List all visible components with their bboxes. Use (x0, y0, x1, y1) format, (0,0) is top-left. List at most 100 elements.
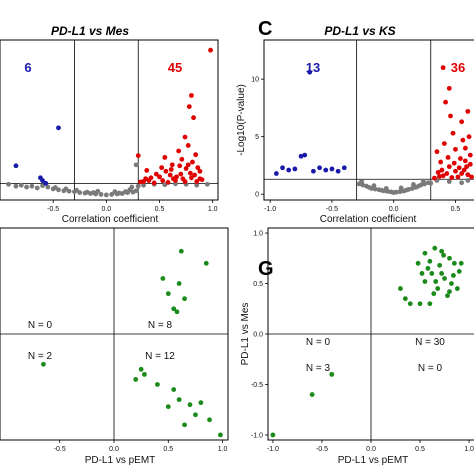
y-tick-label: -0.5 (251, 382, 263, 389)
point (419, 271, 425, 276)
quadrant-label-bottom-right-mes-corr: N = 0 (418, 363, 443, 374)
point-up (466, 134, 472, 140)
point (398, 286, 403, 291)
y-tick-label: 10 (251, 77, 259, 84)
quadrant-label-bottom-left-mes-corr: N = 3 (306, 363, 331, 374)
points-ks (273, 65, 474, 195)
point-up (441, 141, 447, 146)
point (402, 296, 408, 302)
x-tick-label: 0.5 (415, 446, 425, 453)
point-up (439, 167, 445, 173)
x-tick-label: 1.0 (464, 446, 474, 453)
point-down (307, 69, 313, 75)
point-up (450, 130, 456, 136)
point-up (467, 152, 473, 158)
point-up (169, 162, 175, 168)
quadrant-label-top-right-pemt: N = 8 (148, 320, 173, 331)
x-ticks-ks: -1.0 -0.5 0.0 0.5 (264, 200, 460, 213)
x-tick-label: 0.0 (389, 206, 399, 213)
points-pemt (41, 248, 223, 438)
point (207, 417, 212, 423)
point (138, 366, 144, 372)
point (415, 260, 421, 266)
point-ns (112, 189, 118, 195)
point-up (137, 179, 143, 185)
point (439, 248, 445, 254)
x-tick-label: 0.0 (101, 206, 111, 213)
point-down (56, 125, 61, 131)
point-up (432, 175, 437, 181)
point (155, 382, 160, 387)
point-ns (204, 181, 210, 187)
point (422, 279, 428, 284)
x-tick-label: -0.5 (316, 446, 328, 453)
point (174, 309, 180, 315)
panel-letter-g: G (258, 258, 274, 280)
point (178, 248, 184, 254)
point (171, 306, 177, 312)
point-up (437, 174, 442, 179)
points-mes (6, 47, 213, 198)
point-ns (18, 182, 24, 188)
point-down (280, 165, 285, 171)
point-down (286, 167, 292, 173)
point (165, 404, 171, 410)
point-up (151, 180, 157, 186)
point-up (460, 137, 466, 143)
x-tick-label: 1.0 (208, 206, 218, 213)
point-up (434, 149, 440, 155)
point-up (453, 168, 458, 174)
plot-frame-mes (0, 39, 219, 201)
point-up (467, 161, 473, 167)
x-tick-label: 0.0 (109, 446, 119, 453)
point-ns (84, 189, 90, 195)
point-ns (397, 189, 403, 195)
point-up (153, 171, 159, 177)
point-ns (123, 189, 128, 195)
point-up (170, 176, 176, 182)
point-ns (383, 186, 389, 191)
point (187, 402, 193, 408)
point-up (187, 170, 193, 176)
point-up (455, 174, 461, 180)
point-up (465, 108, 471, 114)
ylabel-mes-corr: PD-L1 vs Mes (240, 303, 251, 366)
point (309, 392, 315, 397)
point-up (459, 171, 465, 176)
point-ns (359, 179, 364, 184)
point-up (168, 167, 174, 172)
point-down (341, 165, 347, 171)
x-tick-label: 0.5 (451, 206, 461, 213)
point-up (195, 165, 201, 171)
point-ns (34, 185, 40, 191)
point-down (273, 171, 279, 176)
x-tick-label: -1.0 (264, 206, 276, 213)
point (431, 291, 437, 297)
y-tick-label: 0.5 (253, 281, 263, 288)
title-ks: PD-L1 vs KS (324, 24, 395, 38)
point-ns (133, 162, 139, 168)
point (182, 422, 187, 428)
point-up (167, 172, 173, 178)
y-ticks-ks: 0 5 10 (251, 77, 264, 199)
point-up (143, 176, 149, 182)
point-ns (116, 190, 122, 196)
x-ticks-mes: -0.5 0.0 0.5 1.0 (47, 200, 218, 213)
point-up (135, 153, 141, 159)
point-ns (135, 183, 141, 189)
point-up (446, 164, 452, 170)
point (203, 260, 209, 266)
point-ns (24, 184, 29, 190)
point-ns (29, 183, 35, 189)
count-down-mes: 6 (24, 60, 31, 75)
point-down (13, 163, 19, 169)
point-up (465, 172, 471, 178)
point-ns (465, 178, 471, 183)
point (427, 258, 433, 264)
point-ns (409, 186, 415, 191)
point-ns (13, 183, 19, 189)
point-up (197, 168, 203, 174)
point-up (191, 115, 196, 121)
point-ns (393, 189, 399, 195)
point-up (446, 85, 452, 91)
